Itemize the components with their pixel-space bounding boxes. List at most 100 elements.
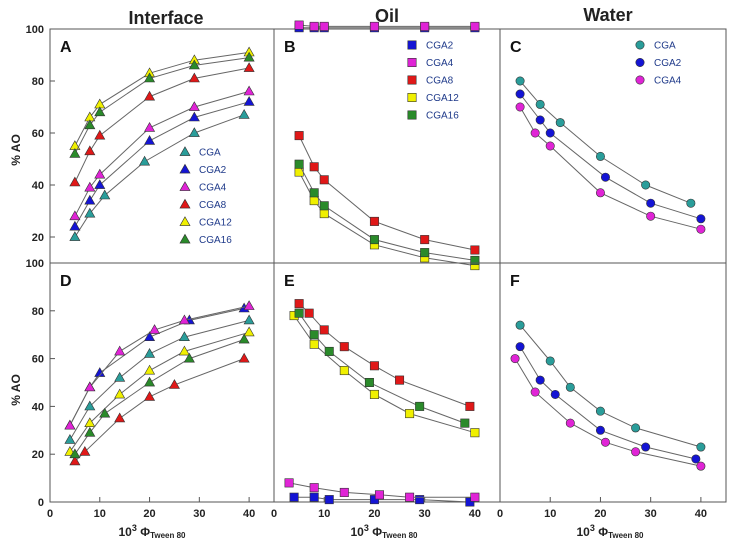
data-point-cga4 [84,181,96,192]
x-tick-label: 40 [695,508,707,520]
x-axis-label-e: 103 ΦTween 80 [351,523,419,540]
data-point-cga4 [243,85,255,96]
data-point-cga8 [168,379,180,389]
series-line-cga12 [74,51,250,147]
data-point-cga16 [309,330,319,340]
x-tick-label: 20 [594,508,606,520]
legend-label-cga12: CGA12 [426,93,459,104]
data-point-cga2 [144,134,156,145]
data-point-cga8 [319,175,329,185]
data-point-cga16 [420,248,430,258]
data-point-cga [686,198,696,208]
data-point-cga4 [405,492,415,502]
data-point-cga2 [188,111,200,122]
data-point-cga16 [294,308,304,318]
data-point-cga16 [183,352,195,363]
data-point-cga2 [84,194,96,205]
data-point-cga [595,406,605,416]
data-point-cga2 [641,442,651,452]
data-point-cga2 [369,495,379,505]
legend: CGA CGA2 CGA4 CGA8 CGA12 CGA16 [179,146,232,246]
series-line-cga8 [74,67,250,183]
data-point-cga12 [309,339,319,349]
data-point-cga4 [470,492,480,502]
series-line-cga16 [298,163,475,261]
legend-marker-cga [635,40,645,50]
legend-marker-cga12 [179,216,191,226]
y-tick-label: 80 [32,76,44,88]
data-point-cga8 [243,62,255,72]
data-point-cga2 [515,342,525,352]
data-point-cga8 [238,352,250,363]
data-point-cga16 [369,235,379,245]
legend-label-cga4: CGA4 [654,76,682,87]
data-point-cga2 [415,495,425,505]
data-point-cga8 [304,308,314,318]
data-point-cga4 [64,419,76,430]
data-point-cga16 [364,377,374,387]
data-point-cga16 [144,72,156,83]
data-point-cga [515,76,525,86]
legend-marker-cga2 [635,57,645,67]
data-point-cga2 [69,220,81,231]
data-point-cga16 [84,119,96,130]
panel-letter: E [284,273,295,290]
column-title-oil: Oil [375,6,399,26]
panel-a: 20 40 60 80 100 A CGA CGA2 CGA4 CGA8 CGA12 CGA16 [26,24,275,264]
panel-letter: D [60,273,72,290]
data-point-cga16 [238,333,250,344]
data-point-cga [696,442,706,452]
data-point-cga8 [114,412,126,423]
y-tick-label: 0 [38,497,44,509]
x-tick-label: 0 [497,508,503,520]
data-point-cga4 [114,345,126,356]
data-point-cga4 [696,461,706,471]
data-point-cga4 [84,381,96,392]
data-point-cga8 [309,162,319,172]
series-line-cga [519,80,691,204]
data-point-cga4 [309,21,319,31]
legend-marker-cga16 [407,110,417,120]
data-point-cga2 [535,375,545,385]
data-point-cga12 [309,196,319,206]
data-point-cga4 [309,483,319,493]
data-point-cga [64,434,76,444]
panel-letter: C [510,39,522,56]
x-tick-label: 30 [193,508,205,520]
legend-label-cga12: CGA12 [199,218,232,229]
panel-frame [499,262,727,503]
data-point-cga4 [515,102,525,112]
data-point-cga12 [243,326,255,337]
data-point-cga2 [94,179,106,189]
data-point-cga2 [545,128,555,138]
data-point-cga8 [420,235,430,245]
data-point-cga [565,382,575,392]
data-point-cga12 [405,409,415,419]
legend-label-cga2: CGA2 [426,41,454,52]
data-point-cga12 [319,209,329,219]
data-point-cga4 [600,437,610,447]
data-point-cga4 [284,478,294,488]
data-point-cga4 [470,21,480,31]
data-point-cga2 [144,331,156,341]
data-point-cga2 [309,492,319,502]
legend-marker-cga [179,146,191,156]
series-line-cga4 [74,90,250,217]
legend-marker-cga16 [179,233,191,244]
data-point-cga8 [395,375,405,385]
data-point-cga [144,348,156,358]
data-point-cga [595,151,605,161]
column-title-interface: Interface [128,8,203,28]
data-point-cga8 [294,131,304,141]
legend-label-cga8: CGA8 [426,76,454,87]
series-line-cga8 [298,303,471,407]
data-point-cga16 [99,407,111,418]
panel-c: C CGA CGA2 CGA4 [499,28,727,264]
y-axis-label-top: % AO [9,134,23,166]
data-point-cga2 [600,172,610,182]
data-point-cga [631,423,641,433]
data-point-cga16 [309,188,319,198]
data-point-cga [84,207,96,218]
legend-marker-cga4 [407,57,417,67]
